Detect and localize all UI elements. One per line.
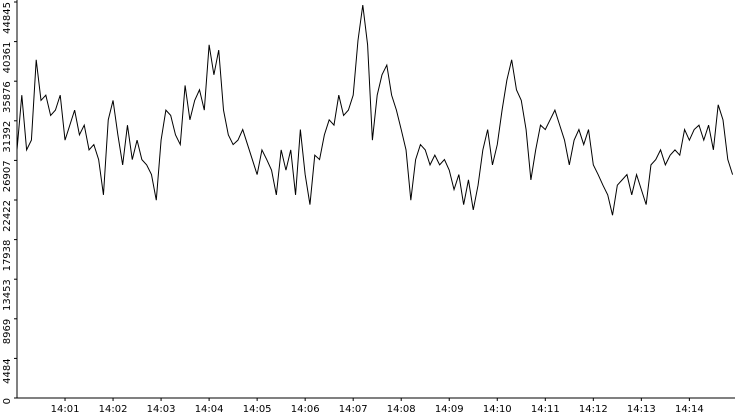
y-tick-label: 13453 (2, 279, 13, 311)
x-tick-label: 14:08 (387, 404, 416, 415)
y-tick-label: 22422 (2, 200, 13, 232)
y-tick-label: 40361 (2, 42, 13, 74)
data-line (16, 4, 734, 216)
y-tick-label: 44845 (2, 2, 13, 34)
y-tick-label: 31392 (2, 121, 13, 153)
x-tick-label: 14:11 (531, 404, 560, 415)
y-tick-label: 35876 (2, 81, 13, 113)
y-tick-label: 8969 (2, 319, 13, 344)
x-tick-label: 14:01 (51, 404, 80, 415)
x-tick-label: 14:10 (483, 404, 512, 415)
y-tick-label: 26907 (2, 160, 13, 192)
x-tick-label: 14:03 (147, 404, 176, 415)
y-tick-label: 0 (2, 398, 13, 404)
x-tick-label: 14:13 (627, 404, 656, 415)
x-tick-label: 14:05 (243, 404, 272, 415)
x-tick-label: 14:09 (435, 404, 464, 415)
y-tick-label: 4484 (2, 358, 13, 383)
x-tick-label: 14:12 (579, 404, 608, 415)
y-tick-label: 17938 (2, 240, 13, 272)
x-tick-label: 14:07 (339, 404, 368, 415)
x-tick-label: 14:02 (99, 404, 128, 415)
x-tick-label: 14:04 (195, 404, 224, 415)
x-tick-label: 14:14 (675, 404, 704, 415)
x-tick-label: 14:06 (291, 404, 320, 415)
